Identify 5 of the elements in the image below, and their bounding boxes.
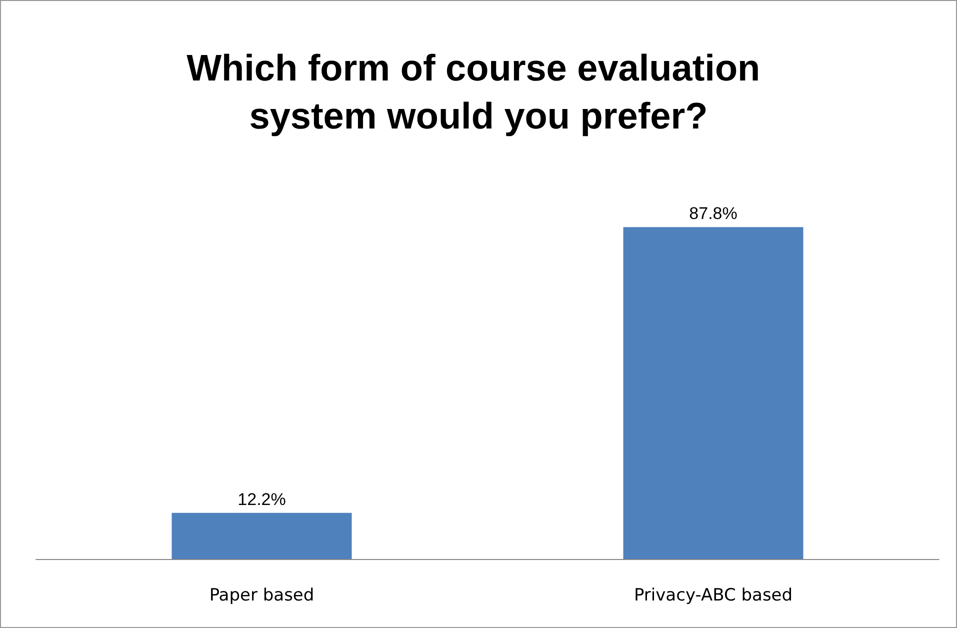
data-label: 87.8% [689,204,738,224]
chart-title: Which form of course evaluation system would you prefer? [186,48,770,136]
x-tick-label: Privacy-ABC based [634,586,793,606]
data-label: 12.2% [238,490,286,509]
x-tick-label: Paper based [209,586,314,606]
